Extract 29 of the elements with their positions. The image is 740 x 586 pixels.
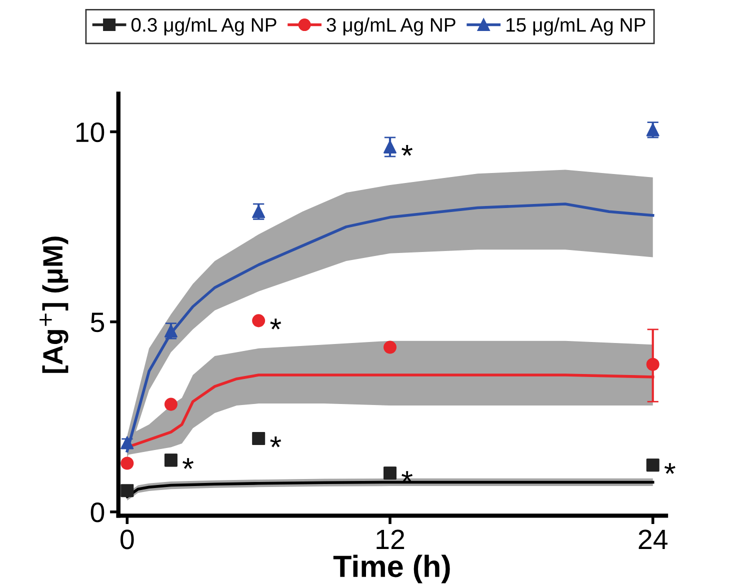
legend-label: 15 μg/mL Ag NP xyxy=(506,18,646,36)
annotation: * xyxy=(270,436,282,448)
point xyxy=(252,205,266,218)
point xyxy=(252,314,266,328)
annotation: * xyxy=(664,463,676,474)
x-tick-label: 0 xyxy=(120,530,134,550)
point xyxy=(384,140,397,154)
point xyxy=(646,358,660,371)
point xyxy=(252,432,266,446)
y-tick-label: 10 xyxy=(76,122,104,142)
x-tick-label: 24 xyxy=(638,530,668,550)
annotation: * xyxy=(402,471,413,482)
y-tick-label: 5 xyxy=(90,312,104,332)
annotation: * xyxy=(270,318,282,330)
legend-label: 0.3 μg/mL Ag NP xyxy=(131,18,276,36)
legend-label: 3 μg/mL Ag NP xyxy=(326,18,456,36)
point xyxy=(646,123,660,136)
x-tick-label: 12 xyxy=(376,530,404,550)
y-tick-label: 0 xyxy=(90,502,104,522)
y-axis-title: [Ag$^{+}$] (μM) xyxy=(40,236,68,373)
annotation: * xyxy=(402,144,413,156)
point xyxy=(164,324,178,338)
point xyxy=(120,484,134,498)
point xyxy=(120,456,134,470)
point xyxy=(384,466,397,480)
point xyxy=(164,398,178,411)
x-axis-title: Time (h) xyxy=(333,554,450,584)
annotation: * xyxy=(182,458,194,469)
point xyxy=(384,340,397,354)
